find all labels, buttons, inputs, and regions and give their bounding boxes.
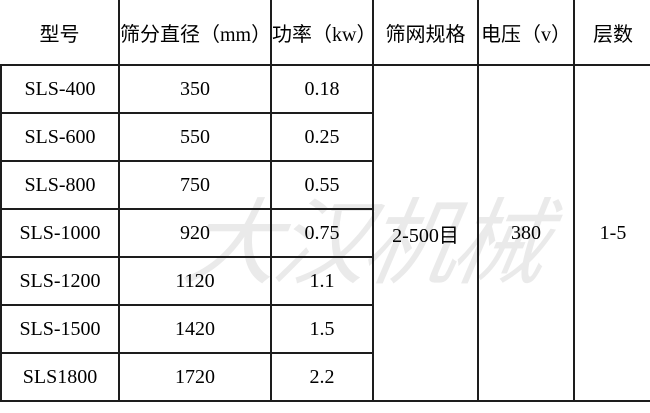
header-mesh-spec: 筛网规格 <box>372 0 479 66</box>
header-layers: 层数 <box>573 0 650 66</box>
cell-diameter: 550 <box>118 112 272 162</box>
cell-diameter: 1720 <box>118 352 272 402</box>
cell-model: SLS-1500 <box>0 304 120 354</box>
cell-power: 0.75 <box>270 208 374 258</box>
cell-power: 1.5 <box>270 304 374 354</box>
cell-power: 0.55 <box>270 160 374 210</box>
cell-power: 0.25 <box>270 112 374 162</box>
cell-mesh-spec: 2-500目 <box>372 64 479 402</box>
header-model: 型号 <box>1 0 120 66</box>
table-row: SLS1800 1720 2.2 <box>0 352 650 402</box>
cell-model: SLS-400 <box>0 64 120 114</box>
cell-model: SLS1800 <box>0 352 120 402</box>
cell-model: SLS-1000 <box>0 208 120 258</box>
cell-power: 0.18 <box>270 64 374 114</box>
cell-diameter: 920 <box>118 208 272 258</box>
cell-diameter: 350 <box>118 64 272 114</box>
header-diameter: 筛分直径（mm） <box>118 0 272 66</box>
header-voltage: 电压（v） <box>477 0 575 66</box>
cell-diameter: 750 <box>118 160 272 210</box>
cell-diameter: 1120 <box>118 256 272 306</box>
header-power: 功率（kw） <box>270 0 374 66</box>
table-row: SLS-1000 920 0.75 <box>0 208 650 258</box>
cell-power: 2.2 <box>270 352 374 402</box>
cell-model: SLS-800 <box>0 160 120 210</box>
cell-layers: 1-5 <box>573 64 650 402</box>
spec-table: 型号 筛分直径（mm） 功率（kw） 筛网规格 电压（v） 层数 SLS-400… <box>0 0 650 402</box>
cell-diameter: 1420 <box>118 304 272 354</box>
cell-model: SLS-600 <box>0 112 120 162</box>
table-row: SLS-1200 1120 1.1 <box>0 256 650 306</box>
header-row: 型号 筛分直径（mm） 功率（kw） 筛网规格 电压（v） 层数 <box>1 0 650 66</box>
table-row: SLS-800 750 0.55 <box>0 160 650 210</box>
cell-voltage: 380 <box>477 64 575 402</box>
table-row: SLS-1500 1420 1.5 <box>0 304 650 354</box>
table-row: SLS-600 550 0.25 <box>0 112 650 162</box>
cell-model: SLS-1200 <box>0 256 120 306</box>
table-row: SLS-400 350 0.18 2-500目 380 1-5 <box>0 64 650 402</box>
cell-power: 1.1 <box>270 256 374 306</box>
